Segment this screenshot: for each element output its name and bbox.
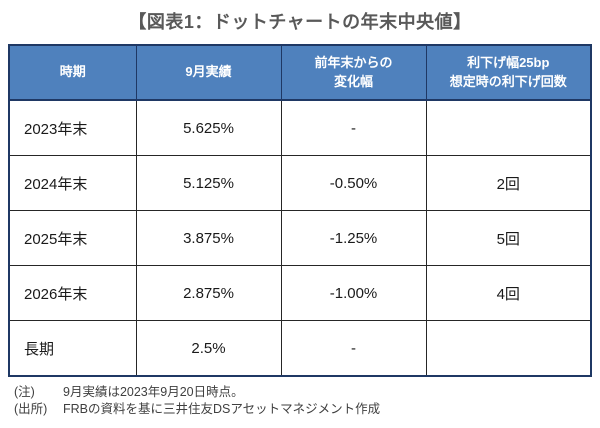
source-line: (出所) FRBの資料を基に三井住友DSアセットマネジメント作成 (14, 401, 380, 418)
header-period: 時期 (8, 44, 137, 101)
figure-title: 【図表1：ドットチャートの年末中央値】 (128, 12, 472, 32)
table-row: 2025年末 3.875% -1.25% 5回 (8, 210, 592, 266)
change-cell: -1.25% (280, 210, 427, 266)
change-cell: - (280, 320, 427, 377)
period-cell: 2026年末 (8, 265, 137, 321)
period-cell: 2025年末 (8, 210, 137, 266)
table-header-row: 時期 9月実績 前年末からの 変化幅 利下げ幅25bp 想定時の利下げ回数 (8, 44, 592, 101)
rate-cut-count-cell (425, 320, 592, 377)
september-actual-cell: 2.875% (135, 265, 282, 321)
rate-cut-count-cell: 4回 (425, 265, 592, 321)
rate-cut-count-cell (425, 99, 592, 156)
change-cell: - (280, 99, 427, 156)
header-rate-cut-count: 利下げ幅25bp 想定時の利下げ回数 (425, 44, 592, 101)
table-row: 2024年末 5.125% -0.50% 2回 (8, 155, 592, 211)
note-label: (注) (14, 385, 35, 399)
change-cell: -0.50% (280, 155, 427, 211)
dot-chart-median-table: 時期 9月実績 前年末からの 変化幅 利下げ幅25bp 想定時の利下げ回数 20… (8, 44, 592, 377)
rate-cut-count-cell: 5回 (425, 210, 592, 266)
source-label: (出所) (14, 401, 48, 416)
table-row: 長期 2.5% - (8, 320, 592, 377)
source-text: FRBの資料を基に三井住友DSアセットマネジメント作成 (63, 401, 381, 416)
period-cell: 2023年末 (8, 99, 137, 156)
rate-cut-count-cell: 2回 (425, 155, 592, 211)
table-row: 2026年末 2.875% -1.00% 4回 (8, 265, 592, 321)
table-row: 2023年末 5.625% - (8, 99, 592, 156)
note-line: (注) 9月実績は2023年9月20日時点。 (14, 384, 380, 401)
change-cell: -1.00% (280, 265, 427, 321)
september-actual-cell: 2.5% (135, 320, 282, 377)
period-cell: 2024年末 (8, 155, 137, 211)
september-actual-cell: 5.625% (135, 99, 282, 156)
footnotes: (注) 9月実績は2023年9月20日時点。 (出所) FRBの資料を基に三井住… (14, 384, 380, 418)
period-cell: 長期 (8, 320, 137, 377)
header-change-from-prev-yearend: 前年末からの 変化幅 (280, 44, 427, 101)
header-september-actual: 9月実績 (135, 44, 282, 101)
september-actual-cell: 5.125% (135, 155, 282, 211)
note-text: 9月実績は2023年9月20日時点。 (63, 385, 244, 399)
september-actual-cell: 3.875% (135, 210, 282, 266)
